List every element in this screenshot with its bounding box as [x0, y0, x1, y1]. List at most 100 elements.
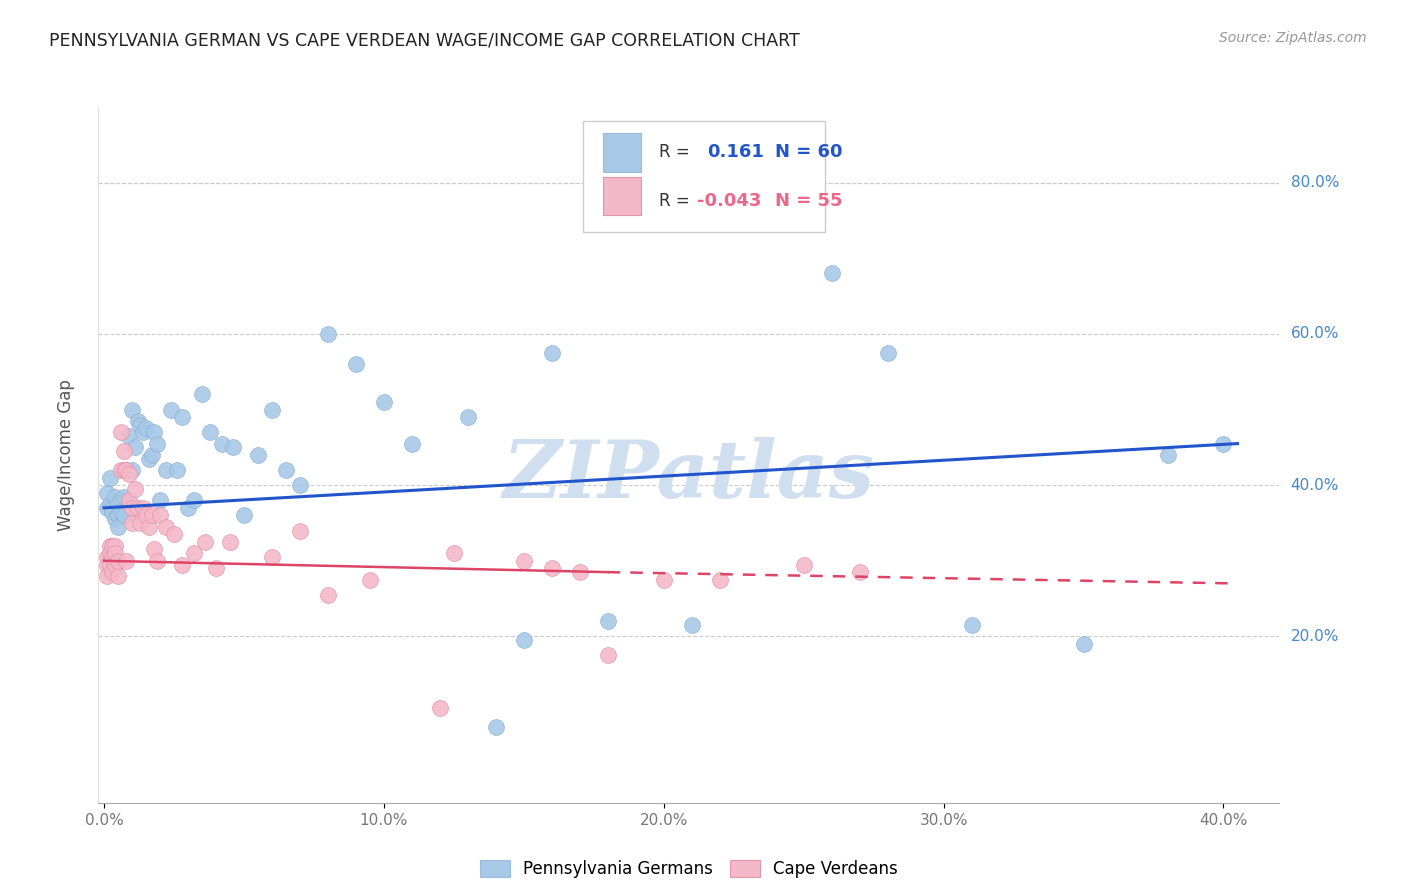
Point: [132, 425, 155, 440]
Point: [112, 508, 135, 523]
Point: [177, 500, 200, 515]
Point: [104, 558, 127, 572]
Point: [485, 720, 508, 734]
Point: [115, 463, 138, 477]
Point: [96, 485, 118, 500]
Point: [138, 520, 160, 534]
Point: [141, 508, 163, 523]
Text: N = 55: N = 55: [775, 192, 842, 210]
Point: [124, 482, 146, 496]
Point: [104, 539, 127, 553]
Point: [101, 500, 124, 515]
Point: [143, 542, 166, 557]
Text: 0.161: 0.161: [707, 144, 763, 161]
Point: [112, 490, 135, 504]
Point: [359, 573, 381, 587]
Point: [183, 493, 205, 508]
Point: [457, 410, 479, 425]
Point: [121, 516, 143, 530]
Point: [98, 497, 121, 511]
Point: [107, 554, 129, 568]
Point: [98, 546, 121, 560]
Point: [155, 463, 177, 477]
Point: [149, 493, 172, 508]
Point: [568, 565, 591, 579]
Point: [107, 520, 129, 534]
Point: [118, 493, 141, 508]
Point: [821, 267, 844, 281]
Point: [233, 508, 256, 523]
Point: [401, 436, 423, 450]
Point: [107, 569, 129, 583]
Point: [98, 539, 121, 553]
Text: N = 60: N = 60: [775, 144, 842, 161]
Point: [274, 463, 297, 477]
Point: [344, 357, 367, 371]
Bar: [603, 177, 641, 215]
Point: [596, 648, 619, 663]
Point: [166, 463, 188, 477]
Text: Source: ZipAtlas.com: Source: ZipAtlas.com: [1219, 31, 1367, 45]
Point: [172, 558, 194, 572]
Point: [163, 527, 186, 541]
Point: [373, 395, 395, 409]
Point: [98, 558, 121, 572]
Bar: [603, 134, 641, 172]
Text: 20.0%: 20.0%: [1291, 629, 1339, 644]
Point: [288, 478, 311, 492]
Point: [101, 565, 124, 579]
Point: [104, 546, 127, 560]
Point: [121, 402, 143, 417]
Point: [129, 516, 152, 530]
Point: [709, 573, 731, 587]
Point: [112, 463, 135, 477]
Text: 60.0%: 60.0%: [1291, 326, 1339, 342]
Point: [98, 470, 121, 484]
Point: [1212, 436, 1234, 450]
Point: [172, 410, 194, 425]
Point: [115, 463, 138, 477]
Point: [191, 387, 214, 401]
Point: [146, 554, 169, 568]
Point: [200, 425, 222, 440]
Point: [107, 508, 129, 523]
Text: -0.043: -0.043: [697, 192, 762, 210]
Text: 40.0%: 40.0%: [1291, 478, 1339, 492]
Point: [155, 520, 177, 534]
FancyBboxPatch shape: [582, 121, 825, 232]
Point: [135, 508, 157, 523]
Point: [104, 512, 127, 526]
Y-axis label: Wage/Income Gap: Wage/Income Gap: [56, 379, 75, 531]
Text: PENNSYLVANIA GERMAN VS CAPE VERDEAN WAGE/INCOME GAP CORRELATION CHART: PENNSYLVANIA GERMAN VS CAPE VERDEAN WAGE…: [49, 31, 800, 49]
Text: 80.0%: 80.0%: [1291, 175, 1339, 190]
Point: [848, 565, 870, 579]
Point: [246, 448, 269, 462]
Point: [96, 569, 118, 583]
Point: [596, 615, 619, 629]
Point: [205, 561, 228, 575]
Point: [121, 500, 143, 515]
Point: [115, 554, 138, 568]
Point: [110, 505, 132, 519]
Point: [110, 493, 132, 508]
Point: [118, 467, 141, 481]
Point: [127, 414, 149, 428]
Point: [219, 534, 242, 549]
Point: [118, 429, 141, 443]
Point: [110, 463, 132, 477]
Point: [793, 558, 815, 572]
Point: [101, 505, 124, 519]
Point: [222, 441, 245, 455]
Point: [443, 546, 465, 560]
Point: [513, 633, 536, 648]
Point: [429, 701, 451, 715]
Point: [141, 448, 163, 462]
Point: [132, 500, 155, 515]
Point: [1156, 448, 1178, 462]
Point: [129, 417, 152, 432]
Point: [107, 497, 129, 511]
Point: [127, 500, 149, 515]
Point: [96, 500, 118, 515]
Point: [121, 463, 143, 477]
Point: [101, 549, 124, 564]
